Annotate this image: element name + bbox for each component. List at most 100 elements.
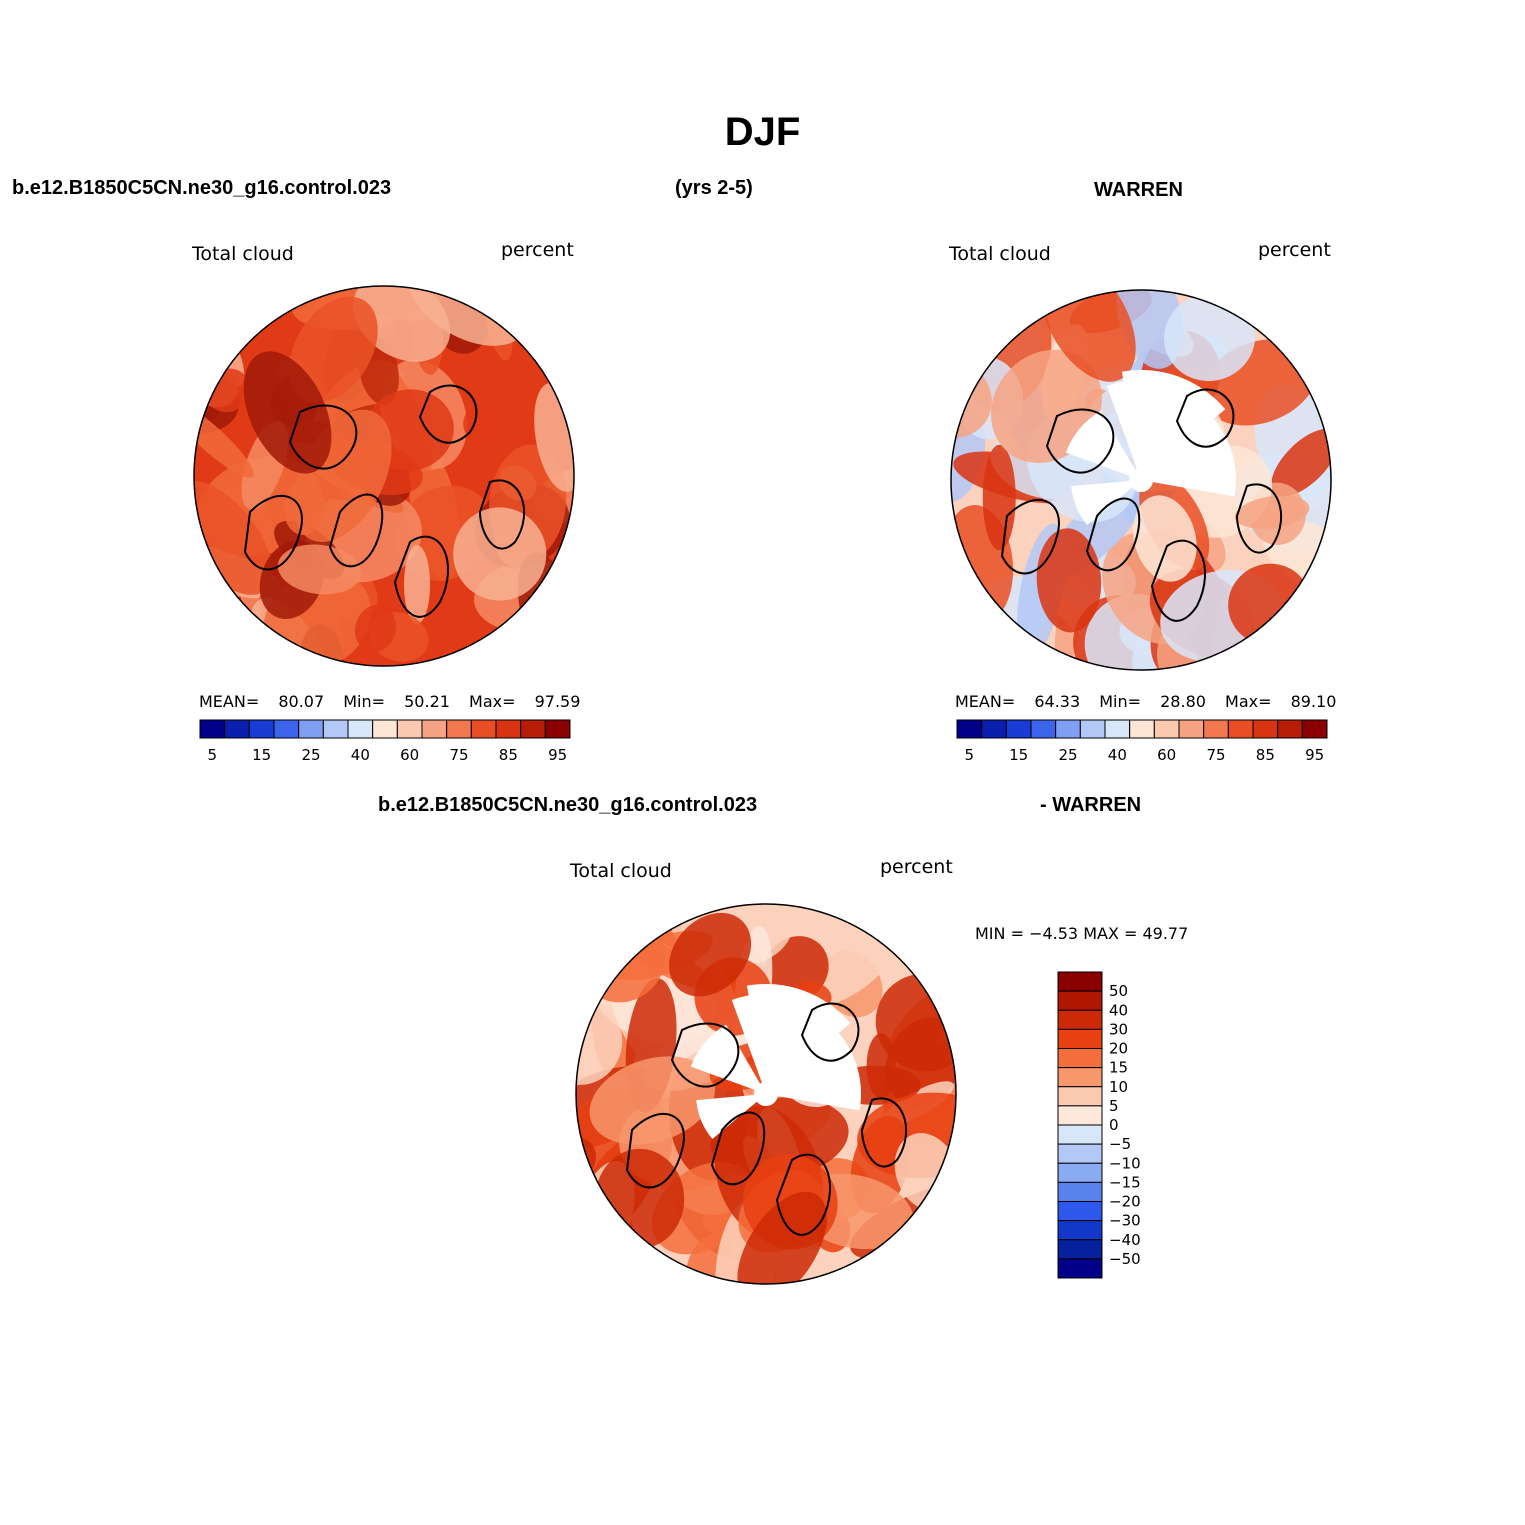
panel2-missing-sector bbox=[1141, 418, 1236, 497]
panel1-variable-label: Total cloud bbox=[192, 243, 294, 265]
panel1-contour-patch bbox=[194, 635, 284, 666]
panel2-colorbar-tick-label: 60 bbox=[1157, 746, 1176, 764]
diff-case-header: b.e12.B1850C5CN.ne30_g16.control.023 bbox=[378, 794, 758, 816]
panel2-colorbar-swatch bbox=[1227, 719, 1254, 739]
panel2-contour-patch bbox=[1133, 495, 1197, 582]
panel1-contour-patch bbox=[453, 507, 547, 601]
diff-coastline bbox=[800, 1002, 860, 1062]
panel2-colorbar-swatch bbox=[1301, 719, 1328, 739]
panel2-contour-patch bbox=[1271, 428, 1331, 497]
panel2-variable-label: Total cloud bbox=[949, 243, 1051, 265]
diff-colorbar-swatch bbox=[1057, 1239, 1103, 1260]
diff-colorbar-tick-label: −40 bbox=[1109, 1231, 1141, 1249]
diff-colorbar-swatch bbox=[1057, 1220, 1103, 1241]
diff-colorbar-swatch bbox=[1057, 1181, 1103, 1202]
panel1-contour-patch bbox=[463, 402, 501, 443]
diff-colorbar-swatch bbox=[1057, 1258, 1103, 1279]
diff-colorbar-swatch bbox=[1057, 1067, 1103, 1088]
panel2-contour-patch bbox=[990, 349, 1102, 463]
panel2-colorbar-tick-label: 95 bbox=[1305, 746, 1324, 764]
panel2-contour-patch bbox=[1163, 293, 1256, 381]
panel1-colorbar-tick-label: 25 bbox=[301, 746, 320, 764]
panel1-min-value: 50.21 bbox=[404, 692, 450, 711]
panel2-coastline bbox=[1175, 388, 1235, 448]
panel2-units-label: percent bbox=[1258, 239, 1331, 261]
panel2-colorbar-tick-label: 15 bbox=[1009, 746, 1028, 764]
diff-colorbar-tick-label: −15 bbox=[1109, 1173, 1141, 1191]
panel1-mean-label: MEAN= bbox=[199, 692, 260, 711]
diff-coastline bbox=[625, 1112, 685, 1189]
panel1-colorbar-swatch bbox=[446, 719, 472, 739]
diff-map-border bbox=[575, 903, 957, 1285]
panel2-contour-patch bbox=[1036, 528, 1102, 633]
panel1-colorbar-tick-label: 60 bbox=[400, 746, 419, 764]
panel1-colorbar-swatch bbox=[495, 719, 522, 739]
panel1-contour-patch bbox=[404, 544, 431, 624]
diff-pole-hole bbox=[754, 1082, 778, 1106]
panel2-colorbar-swatch bbox=[1005, 719, 1032, 739]
panel2-field bbox=[951, 290, 1331, 670]
panel1-field bbox=[194, 286, 574, 666]
panel2-pole-hole bbox=[1129, 468, 1153, 492]
panel1-colorbar-swatch bbox=[396, 719, 423, 739]
diff-contour-patch bbox=[669, 912, 752, 997]
diff-coastline bbox=[775, 1153, 831, 1236]
diff-colorbar-tick-label: 0 bbox=[1109, 1116, 1119, 1134]
panel2-colorbar-swatch bbox=[1203, 719, 1229, 739]
panel2-contour-patch bbox=[1288, 620, 1331, 670]
diff-variable-label: Total cloud bbox=[570, 860, 672, 882]
panel1-colorbar-swatch bbox=[520, 719, 546, 739]
diff-field bbox=[576, 904, 956, 1284]
diff-colorbar-swatch bbox=[1057, 1201, 1103, 1222]
panel1-mean-value: 80.07 bbox=[278, 692, 325, 711]
panel1-colorbar-swatch bbox=[470, 719, 497, 739]
diff-colorbar-tick-label: 15 bbox=[1109, 1059, 1128, 1077]
panel1-colorbar-tick-label: 85 bbox=[499, 746, 518, 764]
diff-colorbar-swatch bbox=[1057, 1162, 1103, 1183]
panel2-missing-sector bbox=[1071, 480, 1141, 525]
panel1-contour-patch bbox=[284, 479, 325, 536]
case-name-header: b.e12.B1850C5CN.ne30_g16.control.023 bbox=[12, 177, 392, 199]
obs-header: WARREN bbox=[1094, 179, 1183, 201]
diff-missing-sector bbox=[690, 1024, 766, 1094]
panel1-stats: MEAN= 80.07 Min= 50.21 Max= 97.59 bbox=[199, 692, 580, 711]
panel1-colorbar-swatch bbox=[544, 719, 571, 739]
panel1-colorbar-swatch bbox=[347, 719, 374, 739]
panel1-contour-patch bbox=[243, 351, 332, 474]
panel2-coastline bbox=[1045, 408, 1115, 474]
diff-coastline bbox=[670, 1022, 740, 1088]
panel1-colorbar-tick-label: 75 bbox=[449, 746, 468, 764]
diff-colorbar-swatch bbox=[1057, 1009, 1103, 1030]
panel1-map-border bbox=[193, 285, 575, 667]
diff-colorbar-tick-label: −20 bbox=[1109, 1193, 1141, 1211]
panel2-map-border bbox=[950, 289, 1332, 671]
panel1-colorbar-swatch bbox=[298, 719, 324, 739]
diff-polar-map bbox=[575, 903, 957, 1285]
panel2-colorbar-swatch bbox=[1079, 719, 1106, 739]
panel2-coastline bbox=[1085, 497, 1141, 572]
diff-colorbar-swatch bbox=[1057, 1143, 1103, 1164]
panel2-colorbar-swatch bbox=[1030, 719, 1057, 739]
diff-colorbar-tick-label: 50 bbox=[1109, 982, 1128, 1000]
diff-contour-patch bbox=[737, 1191, 827, 1284]
panel1-contour-patch bbox=[194, 399, 254, 478]
panel2-max-label: Max= bbox=[1225, 692, 1272, 711]
panel2-mean-value: 64.33 bbox=[1034, 692, 1081, 711]
panel1-colorbar-tick-label: 15 bbox=[252, 746, 271, 764]
panel1-coastline bbox=[328, 493, 384, 568]
diff-colorbar-tick-label: 20 bbox=[1109, 1040, 1128, 1058]
diff-units-label: percent bbox=[880, 856, 953, 878]
diff-colorbar-tick-label: −30 bbox=[1109, 1212, 1141, 1230]
panel1-colorbar-swatch bbox=[199, 719, 226, 739]
panel2-min-label: Min= bbox=[1099, 692, 1142, 711]
diff-colorbar-swatch bbox=[1057, 1124, 1103, 1145]
panel1-colorbar-swatch bbox=[273, 719, 300, 739]
panel1-polar-map bbox=[193, 285, 575, 667]
panel1-contour-patch bbox=[194, 587, 218, 622]
panel2-colorbar-swatch bbox=[1104, 719, 1131, 739]
diff-coastline bbox=[860, 1097, 907, 1168]
panel2-colorbar-swatch bbox=[956, 719, 983, 739]
panel2-colorbar-tick-label: 25 bbox=[1058, 746, 1077, 764]
panel2-min-value: 28.80 bbox=[1160, 692, 1206, 711]
diff-minmax: MIN = −4.53 MAX = 49.77 bbox=[975, 924, 1189, 943]
